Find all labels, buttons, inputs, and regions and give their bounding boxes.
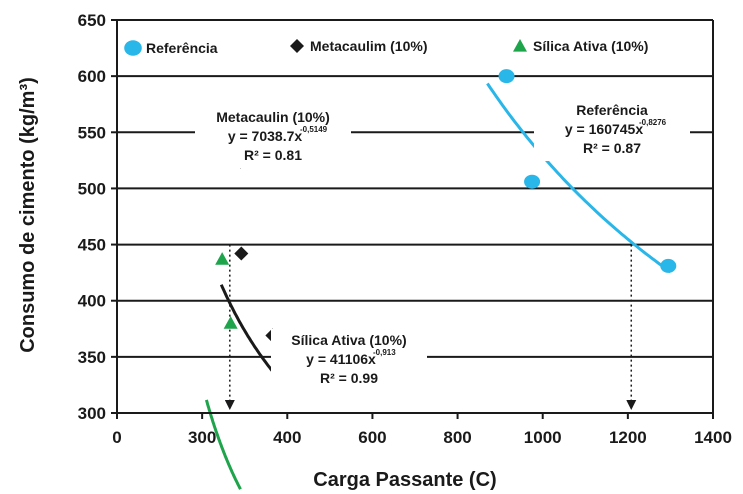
- y-tick-label: 350: [78, 348, 106, 367]
- x-tick-label: 1400: [694, 428, 732, 447]
- annotation-title-0: Metacaulin (10%): [216, 109, 330, 125]
- gridlines: [117, 19, 713, 358]
- y-tick-label: 500: [78, 179, 106, 198]
- x-tick-label: 800: [443, 428, 471, 447]
- y-tick-label: 550: [78, 123, 106, 142]
- legend-marker-0: [124, 40, 142, 56]
- annotation-bg-1: [534, 99, 690, 161]
- x-tick-label: 400: [273, 428, 301, 447]
- annotation-exponent-0: -0,5149: [300, 125, 328, 134]
- x-tick-label: 1200: [609, 428, 647, 447]
- x-tick-label: 600: [358, 428, 386, 447]
- annotation-r2-2: R² = 0.99: [320, 370, 378, 386]
- data-point-series-1-1: [234, 246, 249, 261]
- trendline-series-0: [486, 82, 672, 274]
- y-tick-label: 400: [78, 292, 106, 311]
- data-point-series-0-1: [524, 174, 541, 189]
- y-tick-label: 650: [78, 11, 106, 30]
- annotation-r2-0: R² = 0.81: [244, 147, 302, 163]
- annotation-equation-0: y = 7038.7x: [228, 128, 303, 144]
- x-tick-label: 300: [188, 428, 216, 447]
- legend: Referência Metacaulim (10%) Sílica Ativa (…: [124, 38, 648, 56]
- legend-label-2: Sílica Ativa (10%): [533, 38, 648, 54]
- data-point-series-0-2: [660, 258, 677, 273]
- annotation-equation-1: y = 160745x: [565, 121, 643, 137]
- y-tick-label: 450: [78, 236, 106, 255]
- annotation-r2-1: R² = 0.87: [583, 140, 641, 156]
- annotation-exponent-1: -0,8276: [639, 118, 667, 127]
- trend-lines: [204, 82, 672, 490]
- annotation-bg-0: [195, 106, 351, 168]
- data-point-series-2-1: [215, 252, 230, 265]
- x-axis-title: Carga Passante (C): [313, 469, 496, 491]
- y-axis-title: Consumo de cimento (kg/m³): [17, 77, 39, 353]
- legend-marker-1: [290, 39, 304, 53]
- trendline-series-1: [219, 284, 278, 378]
- annotation-title-1: Referência: [576, 102, 648, 118]
- y-tick-label: 300: [78, 404, 106, 423]
- trendline-series-2: [204, 399, 242, 490]
- legend-label-1: Metacaulim (10%): [310, 38, 427, 54]
- annotation-equation-2: y = 41106x: [306, 351, 376, 367]
- legend-label-0: Referência: [146, 40, 218, 56]
- annotation-title-2: Sílica Ativa (10%): [291, 332, 406, 348]
- annotation-bg-2: [271, 329, 427, 391]
- x-tick-label: 1000: [524, 428, 562, 447]
- y-tick-label: 600: [78, 67, 106, 86]
- axes: 300 350 400 450 500 550 600 650 0 300 400 600 800 100…: [78, 11, 732, 447]
- data-point-series-0-0: [498, 69, 515, 84]
- legend-marker-2: [513, 39, 527, 52]
- data-point-series-2-2: [223, 316, 238, 329]
- annotation-exponent-2: -0,913: [373, 348, 396, 357]
- annotations: Metacaulin (10%) y = 7038.7x-0,5149 R² = 0…: [195, 99, 690, 391]
- x-tick-label: 0: [112, 428, 121, 447]
